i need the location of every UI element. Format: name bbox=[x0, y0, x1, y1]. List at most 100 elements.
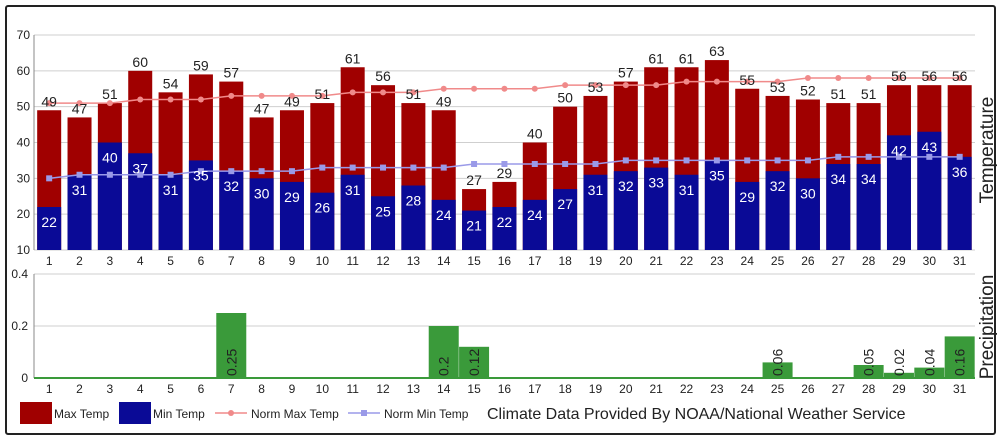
max-temp-label: 59 bbox=[193, 57, 209, 73]
min-temp-bar bbox=[765, 171, 790, 250]
max-temp-label: 56 bbox=[375, 68, 391, 84]
max-temp-label: 40 bbox=[527, 126, 543, 142]
precip-bar bbox=[762, 362, 793, 378]
min-temp-bar bbox=[310, 192, 335, 250]
precip-x-tick-label: 16 bbox=[498, 382, 512, 396]
min-temp-bar bbox=[644, 167, 669, 250]
precip-value-label: 0.16 bbox=[952, 349, 968, 376]
norm-max-temp-point bbox=[440, 85, 447, 92]
temp-x-tick-label: 5 bbox=[167, 254, 174, 268]
precip-x-tick-label: 29 bbox=[892, 382, 906, 396]
norm-max-temp-point bbox=[46, 100, 53, 107]
min-temp-bar bbox=[674, 174, 699, 250]
min-temp-label: 35 bbox=[709, 167, 725, 183]
precip-value-label: 0.2 bbox=[436, 356, 452, 376]
max-temp-label: 56 bbox=[952, 68, 968, 84]
min-temp-label: 22 bbox=[497, 214, 513, 230]
norm-max-temp-point bbox=[956, 75, 963, 81]
min-temp-label: 25 bbox=[375, 203, 391, 219]
norm-min-temp-point bbox=[167, 171, 174, 178]
norm-max-temp-point bbox=[167, 96, 174, 103]
credit-text: Climate Data Provided By NOAA/National W… bbox=[487, 406, 906, 423]
precip-y-tick-label: 0.4 bbox=[11, 267, 28, 281]
temperature-panel: 1020304050607049224731514060375431593557… bbox=[17, 28, 975, 268]
max-temp-label: 49 bbox=[436, 93, 452, 109]
temperature-axis-title: Temperature bbox=[977, 97, 998, 204]
precip-value-label: 0.06 bbox=[770, 349, 786, 376]
max-temp-label: 51 bbox=[315, 86, 331, 102]
norm-max-temp-point bbox=[380, 89, 387, 96]
precip-x-tick-label: 20 bbox=[619, 382, 633, 396]
precip-x-tick-label: 4 bbox=[137, 382, 144, 396]
temp-y-tick-label: 30 bbox=[17, 171, 31, 185]
min-temp-bar bbox=[431, 199, 456, 250]
norm-max-temp-point bbox=[895, 75, 902, 81]
precip-bar bbox=[428, 326, 459, 378]
min-temp-label: 26 bbox=[315, 200, 331, 216]
precip-x-tick-label: 23 bbox=[710, 382, 724, 396]
temp-x-tick-label: 25 bbox=[771, 254, 785, 268]
max-temp-label: 50 bbox=[557, 90, 573, 106]
norm-max-temp-point bbox=[106, 100, 113, 107]
legend-marker-norm-min-temp bbox=[361, 410, 367, 416]
temp-y-tick-label: 20 bbox=[17, 207, 31, 221]
min-temp-label: 37 bbox=[132, 160, 148, 176]
min-temp-label: 34 bbox=[830, 171, 846, 187]
legend: Max Temp Min Temp Norm Max Temp Norm Min Te… bbox=[20, 402, 469, 424]
precip-x-tick-label: 30 bbox=[923, 382, 937, 396]
norm-max-temp-point bbox=[76, 100, 83, 107]
norm-min-temp-point bbox=[440, 164, 447, 171]
min-temp-bar bbox=[735, 181, 760, 250]
norm-max-temp-point bbox=[683, 78, 690, 85]
norm-min-temp-point bbox=[106, 171, 113, 178]
precip-value-label: 0.02 bbox=[891, 349, 907, 376]
min-temp-label: 30 bbox=[254, 185, 270, 201]
max-temp-label: 47 bbox=[254, 100, 270, 116]
temp-x-tick-label: 23 bbox=[710, 254, 724, 268]
min-temp-bar bbox=[128, 153, 153, 250]
norm-min-temp-point bbox=[197, 168, 204, 175]
norm-min-temp-point bbox=[744, 157, 751, 164]
min-temp-label: 22 bbox=[41, 214, 57, 230]
temp-x-tick-label: 24 bbox=[741, 254, 755, 268]
min-temp-label: 42 bbox=[891, 142, 907, 158]
norm-max-temp-point bbox=[288, 92, 295, 99]
min-temp-bar bbox=[492, 207, 517, 250]
norm-min-temp-point bbox=[501, 161, 508, 167]
min-temp-label: 29 bbox=[284, 189, 300, 205]
temp-x-tick-label: 6 bbox=[198, 254, 205, 268]
max-temp-label: 47 bbox=[72, 100, 88, 116]
min-temp-bar bbox=[795, 178, 820, 250]
precip-x-tick-label: 1 bbox=[46, 382, 53, 396]
min-temp-bar bbox=[67, 174, 92, 250]
min-temp-bar bbox=[522, 199, 547, 250]
precip-x-tick-label: 31 bbox=[953, 382, 967, 396]
precip-bar bbox=[883, 372, 914, 378]
max-temp-label: 63 bbox=[709, 43, 725, 59]
norm-max-temp-point bbox=[926, 75, 933, 81]
temp-x-tick-label: 8 bbox=[258, 254, 265, 268]
min-temp-label: 21 bbox=[466, 218, 482, 234]
norm-max-temp-point bbox=[592, 82, 599, 89]
precip-x-tick-label: 3 bbox=[107, 382, 114, 396]
min-temp-bar bbox=[462, 210, 487, 250]
norm-min-temp-point bbox=[319, 164, 326, 171]
max-temp-label: 52 bbox=[800, 83, 816, 99]
max-temp-label: 61 bbox=[345, 50, 361, 66]
min-temp-label: 32 bbox=[618, 178, 634, 194]
precip-x-tick-label: 21 bbox=[649, 382, 663, 396]
norm-max-temp-point bbox=[228, 92, 235, 99]
temp-x-tick-label: 19 bbox=[589, 254, 603, 268]
max-temp-label: 51 bbox=[406, 86, 422, 102]
norm-min-temp-point bbox=[531, 161, 538, 167]
min-temp-bar bbox=[279, 181, 304, 250]
norm-min-temp-point bbox=[835, 153, 842, 160]
min-temp-label: 31 bbox=[588, 182, 604, 198]
min-temp-label: 34 bbox=[861, 171, 877, 187]
temp-x-tick-label: 22 bbox=[680, 254, 694, 268]
legend-swatch-max-temp bbox=[20, 402, 52, 424]
norm-min-temp-point bbox=[653, 157, 660, 164]
min-temp-label: 32 bbox=[770, 178, 786, 194]
temp-x-tick-label: 28 bbox=[862, 254, 876, 268]
precip-x-tick-label: 15 bbox=[467, 382, 481, 396]
